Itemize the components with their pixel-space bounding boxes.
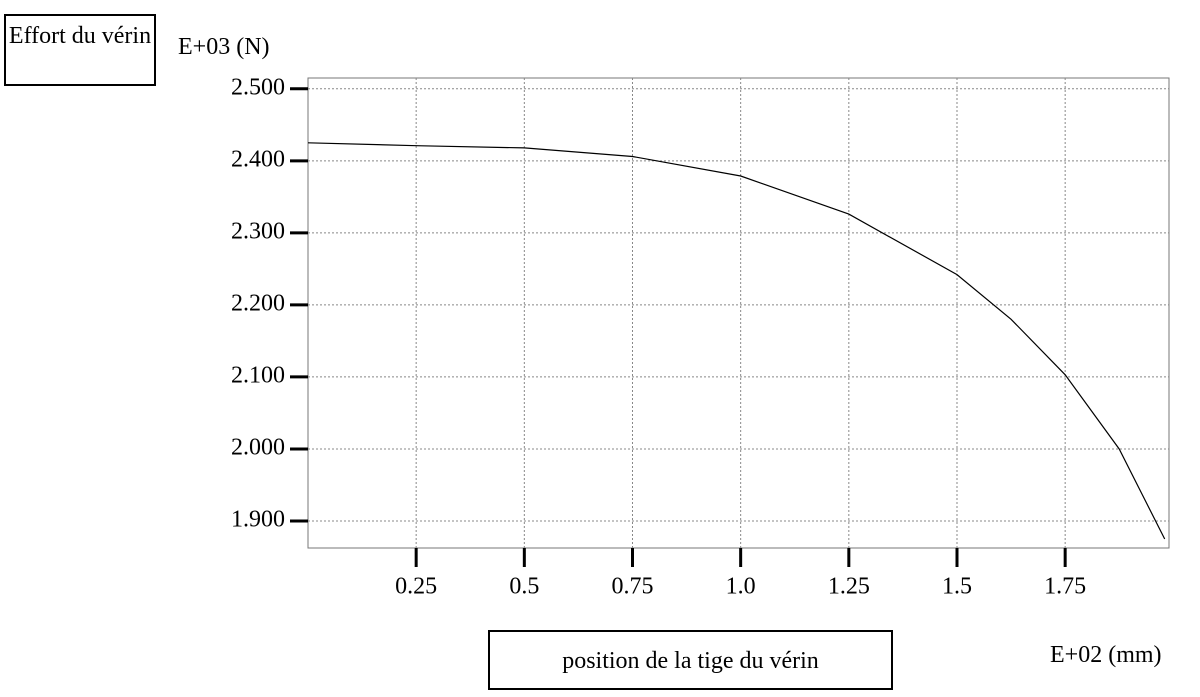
y-unit: E+03 (N) [178,34,270,60]
y-tick-label: 2.300 [231,218,285,244]
x-tick-label: 1.0 [726,574,756,600]
x-tick-label: 1.25 [828,574,870,600]
data-line [307,142,1166,540]
x-unit: E+02 (mm) [1050,642,1162,668]
x-tick-label: 0.5 [509,574,539,600]
plot-frame [307,77,1170,549]
y-label: Effort du vérin [4,14,156,86]
x-tick-label: 0.75 [611,574,653,600]
y-tick-label: 2.500 [231,74,285,100]
x-tick-label: 0.25 [395,574,437,600]
x-tick-label: 1.5 [942,574,972,600]
x-label: position de la tige du vérin [488,630,893,690]
y-tick-label: 2.100 [231,362,285,388]
y-tick-label: 2.200 [231,290,285,316]
y-tick-label: 2.000 [231,434,285,460]
x-tick-label: 1.75 [1044,574,1086,600]
y-tick-label: 2.400 [231,146,285,172]
y-tick-label: 1.900 [231,506,285,532]
